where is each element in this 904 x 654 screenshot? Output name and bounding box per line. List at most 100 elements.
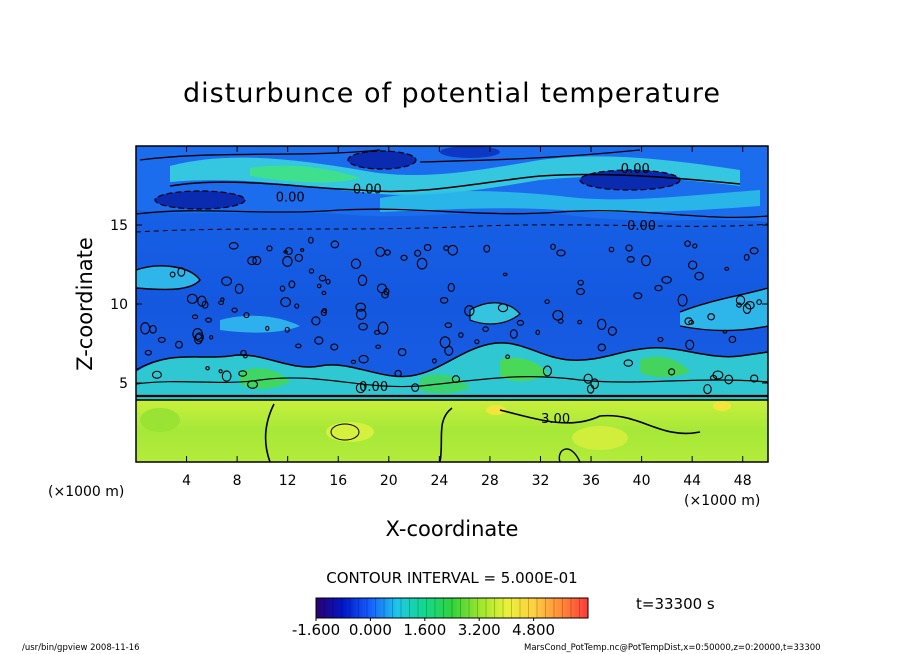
contour-cell [724,374,734,385]
contour-cell [577,279,584,286]
lower-yellow-patch-4 [572,426,628,450]
contour-cell [375,246,386,257]
contour-cell [736,302,742,308]
y-axis-title: Z-coordinate [73,237,97,371]
contour-cell [743,253,750,261]
contour-cell [195,332,204,342]
contour-cell [439,296,449,304]
convective-green-2 [500,357,548,381]
contour-cell [355,382,366,394]
contour-cell [221,370,232,382]
contour-cell [688,260,698,270]
contour-cell [447,282,455,292]
contour-label: 0.00 [353,183,382,198]
contour-cell [218,369,223,374]
contour-cell [376,283,388,294]
contour-cell [608,246,615,253]
contour-cell [186,293,198,304]
contour-cell [247,380,258,389]
contour-cell [282,255,293,267]
contour-cell [377,321,389,335]
plot-field [136,146,768,462]
contour-cell [509,329,518,339]
contour-cell [458,332,464,338]
lower-layer-region [136,400,768,462]
contour-cell [355,302,366,312]
contour-cell [735,295,746,306]
contour-cell [240,349,247,357]
contour-cell [707,313,715,321]
y-tick-label: 10 [110,297,128,313]
convective-green-1 [240,368,290,389]
x-tick-label: 32 [532,473,550,489]
contour-cells [140,236,762,395]
contour-cell [685,339,695,350]
x-tick-label: 16 [329,473,347,489]
contour-cell [299,248,305,252]
contour-cell [447,244,459,256]
upper-dark-cell-4 [440,146,500,158]
y-axis-ticks: 5 10 15 [110,218,768,392]
contour-cell [474,339,480,345]
contour-upper-ring-1 [154,190,246,210]
contour-cell [265,325,270,331]
contour-cell [283,250,288,254]
contour-cell [497,303,509,313]
contour-cell [749,247,759,255]
contour-cell [586,384,595,394]
contour-cell [330,240,340,249]
contour-cell [607,326,617,336]
contour-labels: 0.00 0.00 0.00 0.00 0.00 3.00 [276,162,656,427]
contour-label: 0.00 [621,162,650,177]
upper-cyan-band-2 [380,190,760,213]
upper-dark-cell-2 [348,151,416,169]
convective-band-region [136,342,768,400]
contour-cell [321,290,327,296]
contour-cell [728,335,737,344]
colorbar-tick-label: 1.600 [403,621,446,639]
contour-cell [350,359,357,364]
contour-cell [177,267,186,277]
contour-cell [266,245,273,252]
contour-cell [295,343,302,349]
contour-cell [439,336,451,349]
x-tick-label: 8 [233,473,242,489]
contour-cell [414,249,422,257]
y-tick-label: 15 [110,218,128,234]
colorbar-tick-label: 3.200 [458,621,501,639]
contour-cell [228,242,239,250]
contour-cell [626,256,635,263]
contour-cell [576,287,585,296]
contour-cell [314,336,324,345]
contour-cell [451,375,461,384]
contour-cell [544,299,550,305]
contour-cell [175,340,183,349]
mid-cyan-patch-right [680,288,768,331]
contour-cell [668,368,676,376]
contour-cell [750,374,759,383]
contour-cell [193,333,203,345]
contour-cell [657,336,664,343]
mid-cyan-patch-2 [220,315,300,333]
lower-yellow-patch-3 [326,422,374,442]
x-tick-label: 4 [182,473,191,489]
mid-cyan-patch-left [136,265,200,290]
contour-lower-2 [439,407,453,462]
lower-yellow-patch-1 [486,405,506,415]
contour-cell [722,329,728,334]
x-tick-label: 36 [582,473,600,489]
upper-dark-cell-1 [155,191,245,209]
contour-cell [320,309,327,316]
contour-cell [294,253,304,262]
x-axis-title: X-coordinate [386,517,519,541]
contour-cell [330,343,339,351]
contour-interval-text: CONTOUR INTERVAL = 5.000E-01 [326,569,577,587]
contour-cell [325,278,331,285]
chart-title: disturbunce of potential temperature [183,78,721,109]
contour-upper-4 [419,149,641,163]
contour-label: 0.00 [627,219,656,234]
contour-cell [288,280,296,289]
x-tick-label: 40 [633,473,651,489]
contour-cell [677,293,688,307]
